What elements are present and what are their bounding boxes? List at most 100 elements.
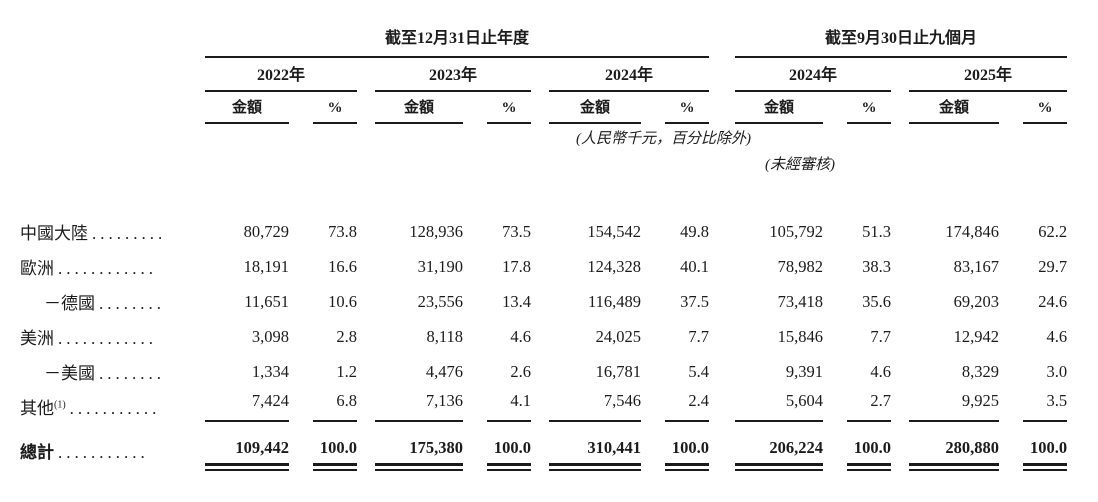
percent-cell: 5.4 xyxy=(688,361,710,381)
row-label: 總計........... xyxy=(20,443,149,462)
total-double-rule xyxy=(549,463,641,471)
total-row: 總計........... 109,442 100.0 175,380 100.0 310… xyxy=(20,424,1068,486)
dot-leader: ........ xyxy=(99,364,165,383)
amount-cell: 4,476 xyxy=(425,361,463,381)
amount-cell: 8,329 xyxy=(961,361,1000,381)
data-row: 中國大陸......... 80,729 73.8 128,936 73.5 154,54… xyxy=(20,214,1067,249)
percent-cell: 3.5 xyxy=(999,389,1068,424)
column-spacer xyxy=(891,284,909,319)
label-column-header xyxy=(20,10,205,57)
total-double-rule xyxy=(205,463,289,471)
amount-cell: 24,025 xyxy=(595,326,641,346)
column-spacer xyxy=(709,319,735,354)
column-spacer xyxy=(357,284,375,319)
row-label: －德國........ xyxy=(44,294,165,313)
column-spacer xyxy=(891,214,909,249)
percent-cell: 38.3 xyxy=(862,256,892,276)
column-spacer xyxy=(709,92,735,124)
column-spacer xyxy=(891,424,909,486)
column-spacer xyxy=(357,389,375,424)
currency-note: (人民幣千元，百分比除外) xyxy=(576,131,752,147)
column-spacer xyxy=(709,424,735,486)
data-row: －美國........ 1,334 1.2 4,476 2.6 16,781 5.4 9,39… xyxy=(20,354,1067,389)
year-header-9m-2025: 2025年 xyxy=(909,57,1068,92)
dot-leader: ........... xyxy=(58,443,149,462)
row-label: 中國大陸......... xyxy=(20,224,167,243)
amount-cell: 1,334 xyxy=(251,361,289,381)
data-row: 其他(1)........... 7,424 6.8 7,136 4.1 7,546 2.4… xyxy=(20,389,1068,424)
data-row: －德國........ 11,651 10.6 23,556 13.4 116,489 37… xyxy=(20,284,1067,319)
percent-cell: 17.8 xyxy=(502,256,531,276)
period-group-header-annual: 截至12月31日止年度 xyxy=(205,10,710,58)
amount-cell: 15,846 xyxy=(777,326,824,346)
percent-cell: 62.2 xyxy=(1038,221,1068,241)
percent-header: % xyxy=(823,92,892,124)
amount-cell: 73,418 xyxy=(777,291,824,311)
column-spacer xyxy=(531,284,549,319)
dot-leader: ......... xyxy=(92,224,167,243)
percent-cell: 10.6 xyxy=(328,291,357,311)
percent-cell: 100.0 xyxy=(289,424,357,486)
column-spacer xyxy=(891,57,909,92)
column-spacer xyxy=(531,214,549,249)
total-double-rule xyxy=(487,463,531,471)
amount-header: 金額 xyxy=(375,92,463,124)
percent-cell: 2.7 xyxy=(823,389,892,424)
total-double-rule xyxy=(847,463,892,471)
percent-cell: 7.7 xyxy=(688,326,710,346)
amount-header: 金額 xyxy=(735,92,824,124)
percent-cell: 2.8 xyxy=(336,326,357,346)
unaudited-note: (未經審核) xyxy=(765,157,836,173)
percent-cell: 35.6 xyxy=(862,291,892,311)
header-body-gap xyxy=(20,174,1067,214)
amount-cell: 7,136 xyxy=(375,389,463,424)
period-group-header-row: 截至12月31日止年度 截至9月30日止九個月 xyxy=(20,10,1068,58)
amount-cell: 78,982 xyxy=(777,256,824,276)
amount-cell: 11,651 xyxy=(244,291,289,311)
percent-cell: 24.6 xyxy=(1038,291,1068,311)
period-group-header-nine-months: 截至9月30日止九個月 xyxy=(735,10,1068,58)
amount-cell: 116,489 xyxy=(587,291,641,311)
column-spacer xyxy=(531,354,549,389)
column-spacer xyxy=(357,424,375,486)
column-spacer xyxy=(531,319,549,354)
column-spacer xyxy=(709,284,735,319)
percent-cell: 1.2 xyxy=(336,361,357,381)
amount-cell: 69,203 xyxy=(953,291,1000,311)
amount-cell: 109,442 xyxy=(205,424,289,486)
total-double-rule xyxy=(375,463,463,471)
column-spacer xyxy=(891,389,909,424)
total-double-rule xyxy=(909,463,1000,471)
percent-cell: 2.6 xyxy=(510,361,531,381)
total-double-rule xyxy=(665,463,710,471)
total-double-rule xyxy=(1023,463,1068,471)
revenue-by-region-table: 截至12月31日止年度 截至9月30日止九個月 2022年 2023年 2024… xyxy=(20,10,1068,486)
currency-note-cell: (人民幣千元，百分比除外) xyxy=(20,124,751,148)
percent-cell: 51.3 xyxy=(862,221,892,241)
column-spacer xyxy=(357,319,375,354)
column-spacer xyxy=(357,249,375,284)
amount-cell: 280,880 xyxy=(909,424,1000,486)
percent-cell: 40.1 xyxy=(680,256,710,276)
data-row: 美洲............ 3,098 2.8 8,118 4.6 24,025 7.7 1… xyxy=(20,319,1067,354)
percent-cell: 2.4 xyxy=(641,389,710,424)
percent-header: % xyxy=(999,92,1068,124)
amount-cell: 18,191 xyxy=(243,256,289,276)
column-spacer xyxy=(531,389,549,424)
column-spacer xyxy=(709,249,735,284)
percent-cell: 73.5 xyxy=(502,221,531,241)
percent-cell: 4.6 xyxy=(510,326,531,346)
row-label: 其他(1)........... xyxy=(20,399,161,418)
column-spacer xyxy=(891,354,909,389)
percent-cell: 100.0 xyxy=(823,424,892,486)
amount-cell: 174,846 xyxy=(945,221,1000,241)
dot-leader: ............ xyxy=(58,259,157,278)
amount-cell: 7,424 xyxy=(205,389,289,424)
amount-cell: 80,729 xyxy=(243,221,289,241)
column-spacer xyxy=(531,424,549,486)
amount-cell: 105,792 xyxy=(769,221,824,241)
percent-cell: 100.0 xyxy=(463,424,531,486)
year-header-row: 2022年 2023年 2024年 2024年 2025年 xyxy=(20,57,1068,92)
total-double-rule xyxy=(313,463,357,471)
column-spacer xyxy=(709,389,735,424)
